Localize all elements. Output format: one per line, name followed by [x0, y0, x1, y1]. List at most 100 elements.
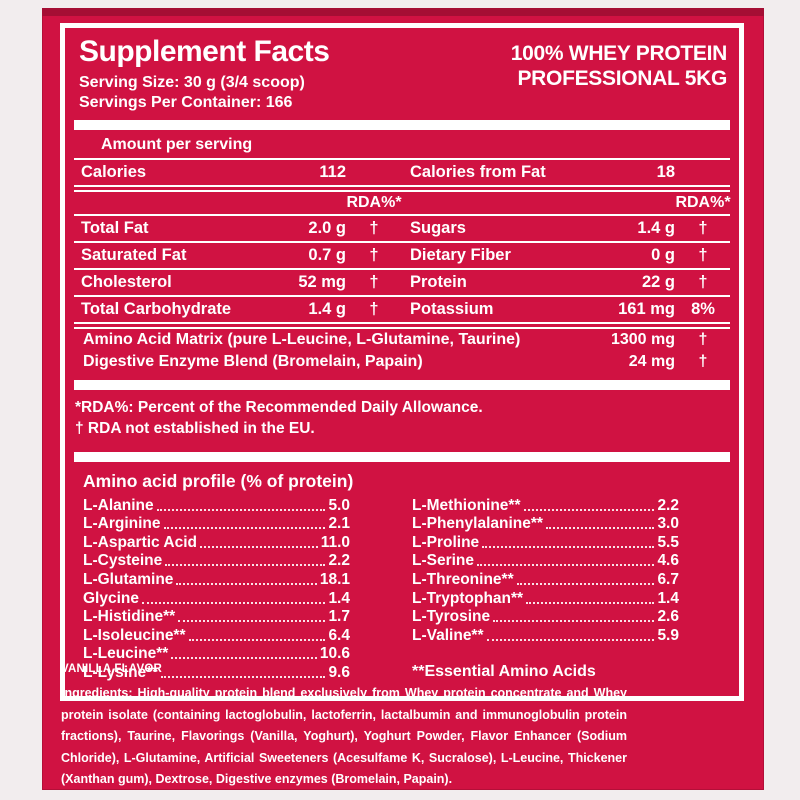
amino-acid-name: L-Tyrosine: [412, 608, 491, 626]
calories-right: Calories from Fat 18: [402, 163, 731, 182]
calories-from-fat-value: 18: [656, 163, 675, 181]
amino-acid-item: L-Histidine** 1.7: [83, 608, 350, 627]
dotted-leader: [142, 601, 326, 604]
amino-acid-value: 4.6: [657, 552, 679, 570]
divider-thin: [74, 158, 730, 160]
dotted-leader: [178, 620, 326, 623]
product-title: 100% WHEY PROTEIN PROFESSIONAL 5KG: [510, 41, 728, 113]
amino-column-right: L-Methionine** 2.2 L-Phenylalanine** 3.0 L-P…: [412, 496, 679, 682]
supplement-label: Supplement Facts Serving Size: 30 g (3/4…: [42, 8, 764, 790]
amino-acid-value: 2.2: [328, 552, 350, 570]
amino-acid-item: Glycine 1.4: [83, 589, 350, 608]
amino-acid-item: L-Cysteine 2.2: [83, 552, 350, 571]
dotted-leader: [199, 545, 318, 548]
nutrient-label: Total Carbohydrate: [81, 300, 232, 318]
amino-acid-name: L-Phenylalanine**: [412, 515, 543, 533]
amino-acid-item: L-Serine 4.6: [412, 552, 679, 571]
product-title-line1: 100% WHEY PROTEIN: [510, 42, 728, 65]
blend-label: Digestive Enzyme Blend (Bromelain, Papai…: [83, 353, 423, 370]
product-title-line2: PROFESSIONAL 5KG: [517, 67, 727, 90]
amino-acid-item: L-Phenylalanine** 3.0: [412, 515, 679, 534]
amino-acid-value: 1.7: [328, 608, 350, 626]
nutrient-row-4: Total Carbohydrate 1.4 g † Potassium 161…: [73, 297, 731, 322]
divider-thin: [74, 268, 730, 270]
spacer: [412, 645, 679, 664]
amount-per-serving-label: Amount per serving: [101, 136, 253, 153]
serving-size: Serving Size: 30 g (3/4 scoop): [79, 74, 305, 91]
amino-profile-grid: L-Alanine 5.0 L-Arginine 2.1 L-Aspartic Acid…: [73, 496, 731, 690]
nutrient-amount: 1.4 g: [308, 300, 346, 318]
amino-acid-value: 2.2: [657, 496, 679, 514]
amino-acid-name: L-Glutamine: [83, 570, 174, 588]
nutrient-amount: 161 mg: [618, 300, 675, 318]
amino-acid-item: L-Lysine** 9.6: [83, 663, 350, 682]
nutrient-row-2: Saturated Fat 0.7 g † Dietary Fiber 0 g …: [73, 243, 731, 268]
dotted-leader: [477, 564, 655, 567]
servings-per-container: Servings Per Container: 166: [79, 94, 293, 111]
nutrient-rda: †: [369, 246, 379, 264]
amino-acid-item: L-Arginine 2.1: [83, 515, 350, 534]
supplement-facts-panel: Supplement Facts Serving Size: 30 g (3/4…: [60, 23, 744, 701]
amino-acid-item: L-Threonine** 6.7: [412, 570, 679, 589]
nutrient-amount: 0 g: [651, 246, 675, 264]
divider-double: [74, 185, 730, 192]
amino-acid-value: 2.6: [657, 608, 679, 626]
dotted-leader: [523, 508, 655, 511]
calories-row: Calories 112 Calories from Fat 18: [73, 160, 731, 185]
blend-amount: 24 mg: [628, 353, 675, 370]
nutrient-rda: †: [369, 273, 379, 291]
dotted-leader: [156, 508, 326, 511]
dotted-leader: [526, 601, 655, 604]
amino-acid-item: L-Glutamine 18.1: [83, 570, 350, 589]
amino-acid-name: L-Leucine**: [83, 645, 169, 663]
supplement-facts-title: Supplement Facts: [79, 35, 330, 68]
nutrient-amount: 0.7 g: [308, 246, 346, 264]
divider-thick-amino: [74, 452, 730, 462]
footnotes: *RDA%: Percent of the Recommended Daily …: [73, 392, 731, 445]
amino-acid-name: Glycine: [83, 589, 139, 607]
blend-row-2: Digestive Enzyme Blend (Bromelain, Papai…: [73, 351, 731, 373]
label-footer: VANILLA FLAVOR Ingredients: High-quality…: [61, 662, 627, 791]
amino-acid-value: 11.0: [320, 533, 350, 551]
calories-label: Calories: [81, 163, 147, 181]
nutrient-rda: †: [698, 246, 708, 264]
amino-acid-item: L-Methionine** 2.2: [412, 496, 679, 515]
amino-acid-value: 5.9: [657, 626, 679, 644]
nutrient-row-3: Cholesterol 52 mg † Protein 22 g †: [73, 270, 731, 295]
nutrient-row-1: Total Fat 2.0 g † Sugars 1.4 g †: [73, 216, 731, 241]
header-left: Supplement Facts Serving Size: 30 g (3/4…: [79, 35, 330, 113]
nutrient-label: Cholesterol: [81, 273, 172, 291]
dotted-leader: [482, 545, 655, 548]
divider-double: [74, 322, 730, 329]
blend-label: Amino Acid Matrix (pure L-Leucine, L-Glu…: [83, 331, 521, 348]
amino-acid-value: 6.4: [328, 626, 350, 644]
ingredients-text: Ingredients: High-quality protein blend …: [61, 686, 627, 786]
amino-acid-item: L-Valine** 5.9: [412, 626, 679, 645]
rda-header-label-right: RDA%*: [675, 194, 731, 211]
amino-acid-name: L-Tryptophan**: [412, 589, 524, 607]
divider-thick-top: [74, 120, 730, 130]
amino-acid-name: L-Cysteine: [83, 552, 163, 570]
nutrient-rda: 8%: [691, 300, 715, 318]
amino-acid-item: L-Proline 5.5: [412, 533, 679, 552]
nutrient-label: Saturated Fat: [81, 246, 187, 264]
dotted-leader: [161, 675, 326, 678]
nutrient-rda: †: [369, 300, 379, 318]
amino-acid-value: 3.0: [657, 515, 679, 533]
amino-acid-value: 1.4: [328, 589, 350, 607]
nutrient-label: Total Fat: [81, 219, 149, 237]
amino-acid-item: L-Aspartic Acid 11.0: [83, 533, 350, 552]
divider-thick-mid: [74, 380, 730, 390]
amino-acid-name: L-Methionine**: [412, 496, 521, 514]
blend-rda: †: [698, 331, 708, 348]
nutrient-rda: †: [698, 219, 708, 237]
calories-value: 112: [319, 163, 346, 181]
amino-acid-name: L-Aspartic Acid: [83, 533, 197, 551]
dotted-leader: [493, 620, 655, 623]
amino-acid-value: 2.1: [328, 515, 350, 533]
footnote-dagger: † RDA not established in the EU.: [75, 420, 315, 437]
amino-acid-name: L-Histidine**: [83, 608, 176, 626]
flavor-name: VANILLA FLAVOR: [61, 663, 162, 675]
nutrient-label: Sugars: [410, 219, 466, 237]
divider-thin: [74, 295, 730, 297]
